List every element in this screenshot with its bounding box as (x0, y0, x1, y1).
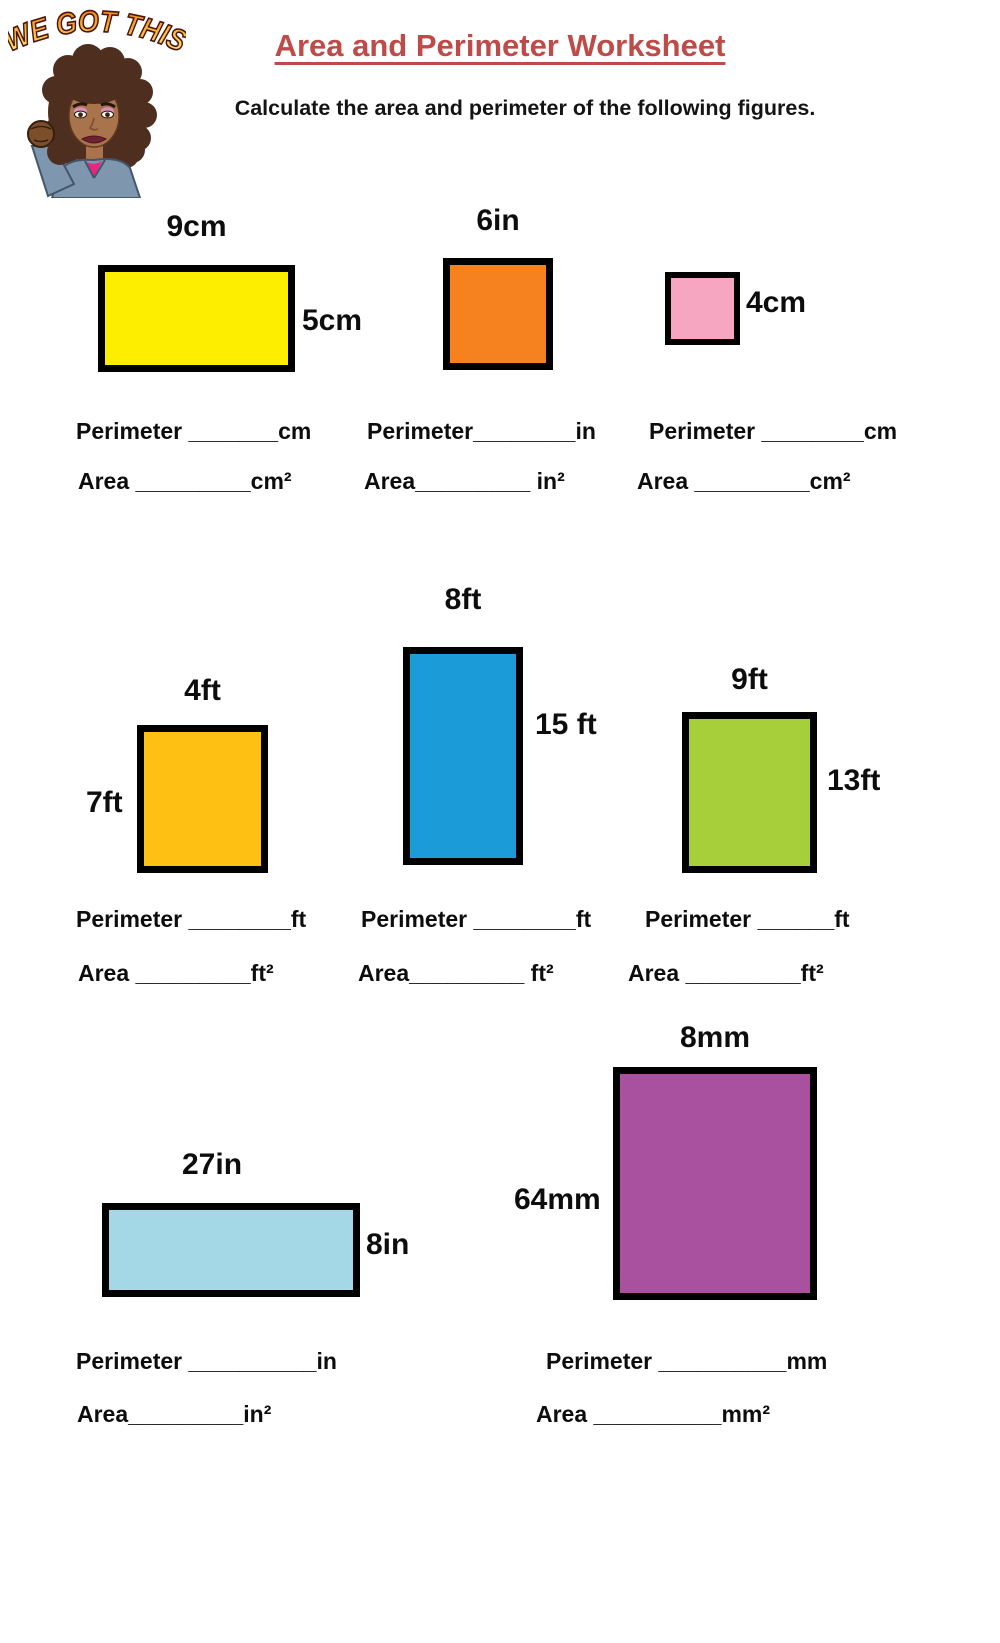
p3-perimeter-line: Perimeter ________cm (649, 418, 898, 444)
p1-perimeter-line: Perimeter _______cm (76, 418, 312, 444)
p5-perimeter-blank[interactable]: ________ (473, 906, 576, 932)
p8-area-label: Area (536, 1401, 594, 1427)
teacher-avatar-illustration: WE GOT THIS! (0, 0, 192, 199)
p6-perimeter-blank[interactable]: ______ (757, 906, 835, 932)
p6-area-blank[interactable]: _________ (685, 960, 801, 986)
p3-area-unit: cm² (809, 468, 851, 494)
p1-rectangle-yellow (98, 265, 295, 372)
p7-area-label: Area (77, 1401, 129, 1427)
p5-perimeter-line: Perimeter ________ft (361, 906, 592, 932)
p5-rectangle-blue (403, 647, 523, 865)
p1-area-label: Area (78, 468, 136, 494)
p1-perimeter-blank[interactable]: _______ (188, 418, 279, 444)
p4-perimeter-unit: ft (290, 906, 307, 932)
page-title: Area and Perimeter Worksheet (274, 28, 726, 63)
p8-perimeter-label: Perimeter (546, 1348, 659, 1374)
p1-height-label: 5cm (302, 304, 363, 337)
p2-perimeter-unit: in (575, 418, 596, 444)
p7-area-unit: in² (243, 1401, 272, 1427)
p6-perimeter-line: Perimeter ______ft (645, 906, 850, 932)
p7-area-blank[interactable]: _________ (128, 1401, 244, 1427)
p8-perimeter-unit: mm (786, 1348, 828, 1374)
p2-area-line: Area_________ in² (364, 468, 565, 494)
p5-area-line: Area_________ ft² (358, 960, 554, 986)
p6-height-label: 13ft (827, 764, 881, 797)
p4-height-label: 7ft (86, 786, 123, 819)
p1-area-line: Area _________cm² (78, 468, 292, 494)
p3-height-label: 4cm (746, 286, 807, 319)
p8-perimeter-blank[interactable]: __________ (658, 1348, 787, 1374)
p6-area-unit: ft² (800, 960, 824, 986)
p2-area-unit: in² (536, 468, 565, 494)
p5-area-label: Area (358, 960, 410, 986)
p4-perimeter-line: Perimeter ________ft (76, 906, 307, 932)
p5-perimeter-label: Perimeter (361, 906, 474, 932)
p1-perimeter-label: Perimeter (76, 418, 189, 444)
p6-area-line: Area _________ft² (628, 960, 824, 986)
p2-area-label: Area (364, 468, 416, 494)
p4-width-label: 4ft (184, 674, 221, 707)
p4-area-label: Area (78, 960, 136, 986)
p7-rectangle-lightblue (102, 1203, 360, 1297)
p3-perimeter-blank[interactable]: ________ (761, 418, 864, 444)
p8-perimeter-line: Perimeter __________mm (546, 1348, 828, 1374)
p7-area-line: Area_________in² (77, 1401, 272, 1427)
p2-square-orange (443, 258, 553, 370)
p8-width-label: 8mm (679, 1021, 751, 1054)
p6-area-label: Area (628, 960, 686, 986)
p3-square-pink (665, 272, 740, 345)
p5-perimeter-unit: ft (575, 906, 592, 932)
p2-width-label: 6in (476, 204, 520, 237)
p8-area-blank[interactable]: __________ (593, 1401, 722, 1427)
p2-perimeter-line: Perimeter________in (367, 418, 596, 444)
p2-area-blank[interactable]: _________ (415, 468, 537, 494)
p5-area-blank[interactable]: _________ (409, 960, 531, 986)
p6-perimeter-unit: ft (834, 906, 850, 932)
p7-perimeter-unit: in (316, 1348, 337, 1374)
p3-perimeter-label: Perimeter (649, 418, 762, 444)
p5-height-label: 15 ft (535, 708, 597, 741)
p2-perimeter-blank[interactable]: ________ (473, 418, 576, 444)
p6-rectangle-green (682, 712, 817, 873)
p4-rectangle-amber (137, 725, 268, 873)
p8-rectangle-purple (613, 1067, 817, 1300)
we-got-this-logo: WE GOT THIS! (0, 0, 192, 199)
p7-height-label: 8in (366, 1228, 410, 1261)
p7-perimeter-label: Perimeter (76, 1348, 189, 1374)
p1-area-blank[interactable]: _________ (135, 468, 251, 494)
p1-perimeter-unit: cm (278, 418, 312, 444)
p2-perimeter-label: Perimeter (367, 418, 474, 444)
p8-height-label: 64mm (514, 1183, 601, 1216)
p3-area-blank[interactable]: _________ (694, 468, 810, 494)
p4-perimeter-blank[interactable]: ________ (188, 906, 291, 932)
p4-area-line: Area _________ft² (78, 960, 274, 986)
p3-area-line: Area _________cm² (637, 468, 851, 494)
p7-perimeter-line: Perimeter __________in (76, 1348, 337, 1374)
p6-perimeter-label: Perimeter (645, 906, 758, 932)
p8-area-line: Area __________mm² (536, 1401, 771, 1427)
p5-width-label: 8ft (444, 583, 482, 616)
p4-area-blank[interactable]: _________ (135, 960, 251, 986)
p7-width-label: 27in (181, 1148, 243, 1181)
p1-width-label: 9cm (166, 210, 227, 243)
p8-area-unit: mm² (721, 1401, 771, 1427)
p7-perimeter-blank[interactable]: __________ (188, 1348, 317, 1374)
p4-perimeter-label: Perimeter (76, 906, 189, 932)
p4-area-unit: ft² (250, 960, 274, 986)
p6-width-label: 9ft (731, 663, 768, 696)
p5-area-unit: ft² (530, 960, 554, 986)
instructions-text: Calculate the area and perimeter of the … (234, 96, 816, 120)
p3-area-label: Area (637, 468, 695, 494)
avatar-figure (27, 44, 157, 199)
p1-area-unit: cm² (250, 468, 292, 494)
p3-perimeter-unit: cm (863, 418, 898, 444)
